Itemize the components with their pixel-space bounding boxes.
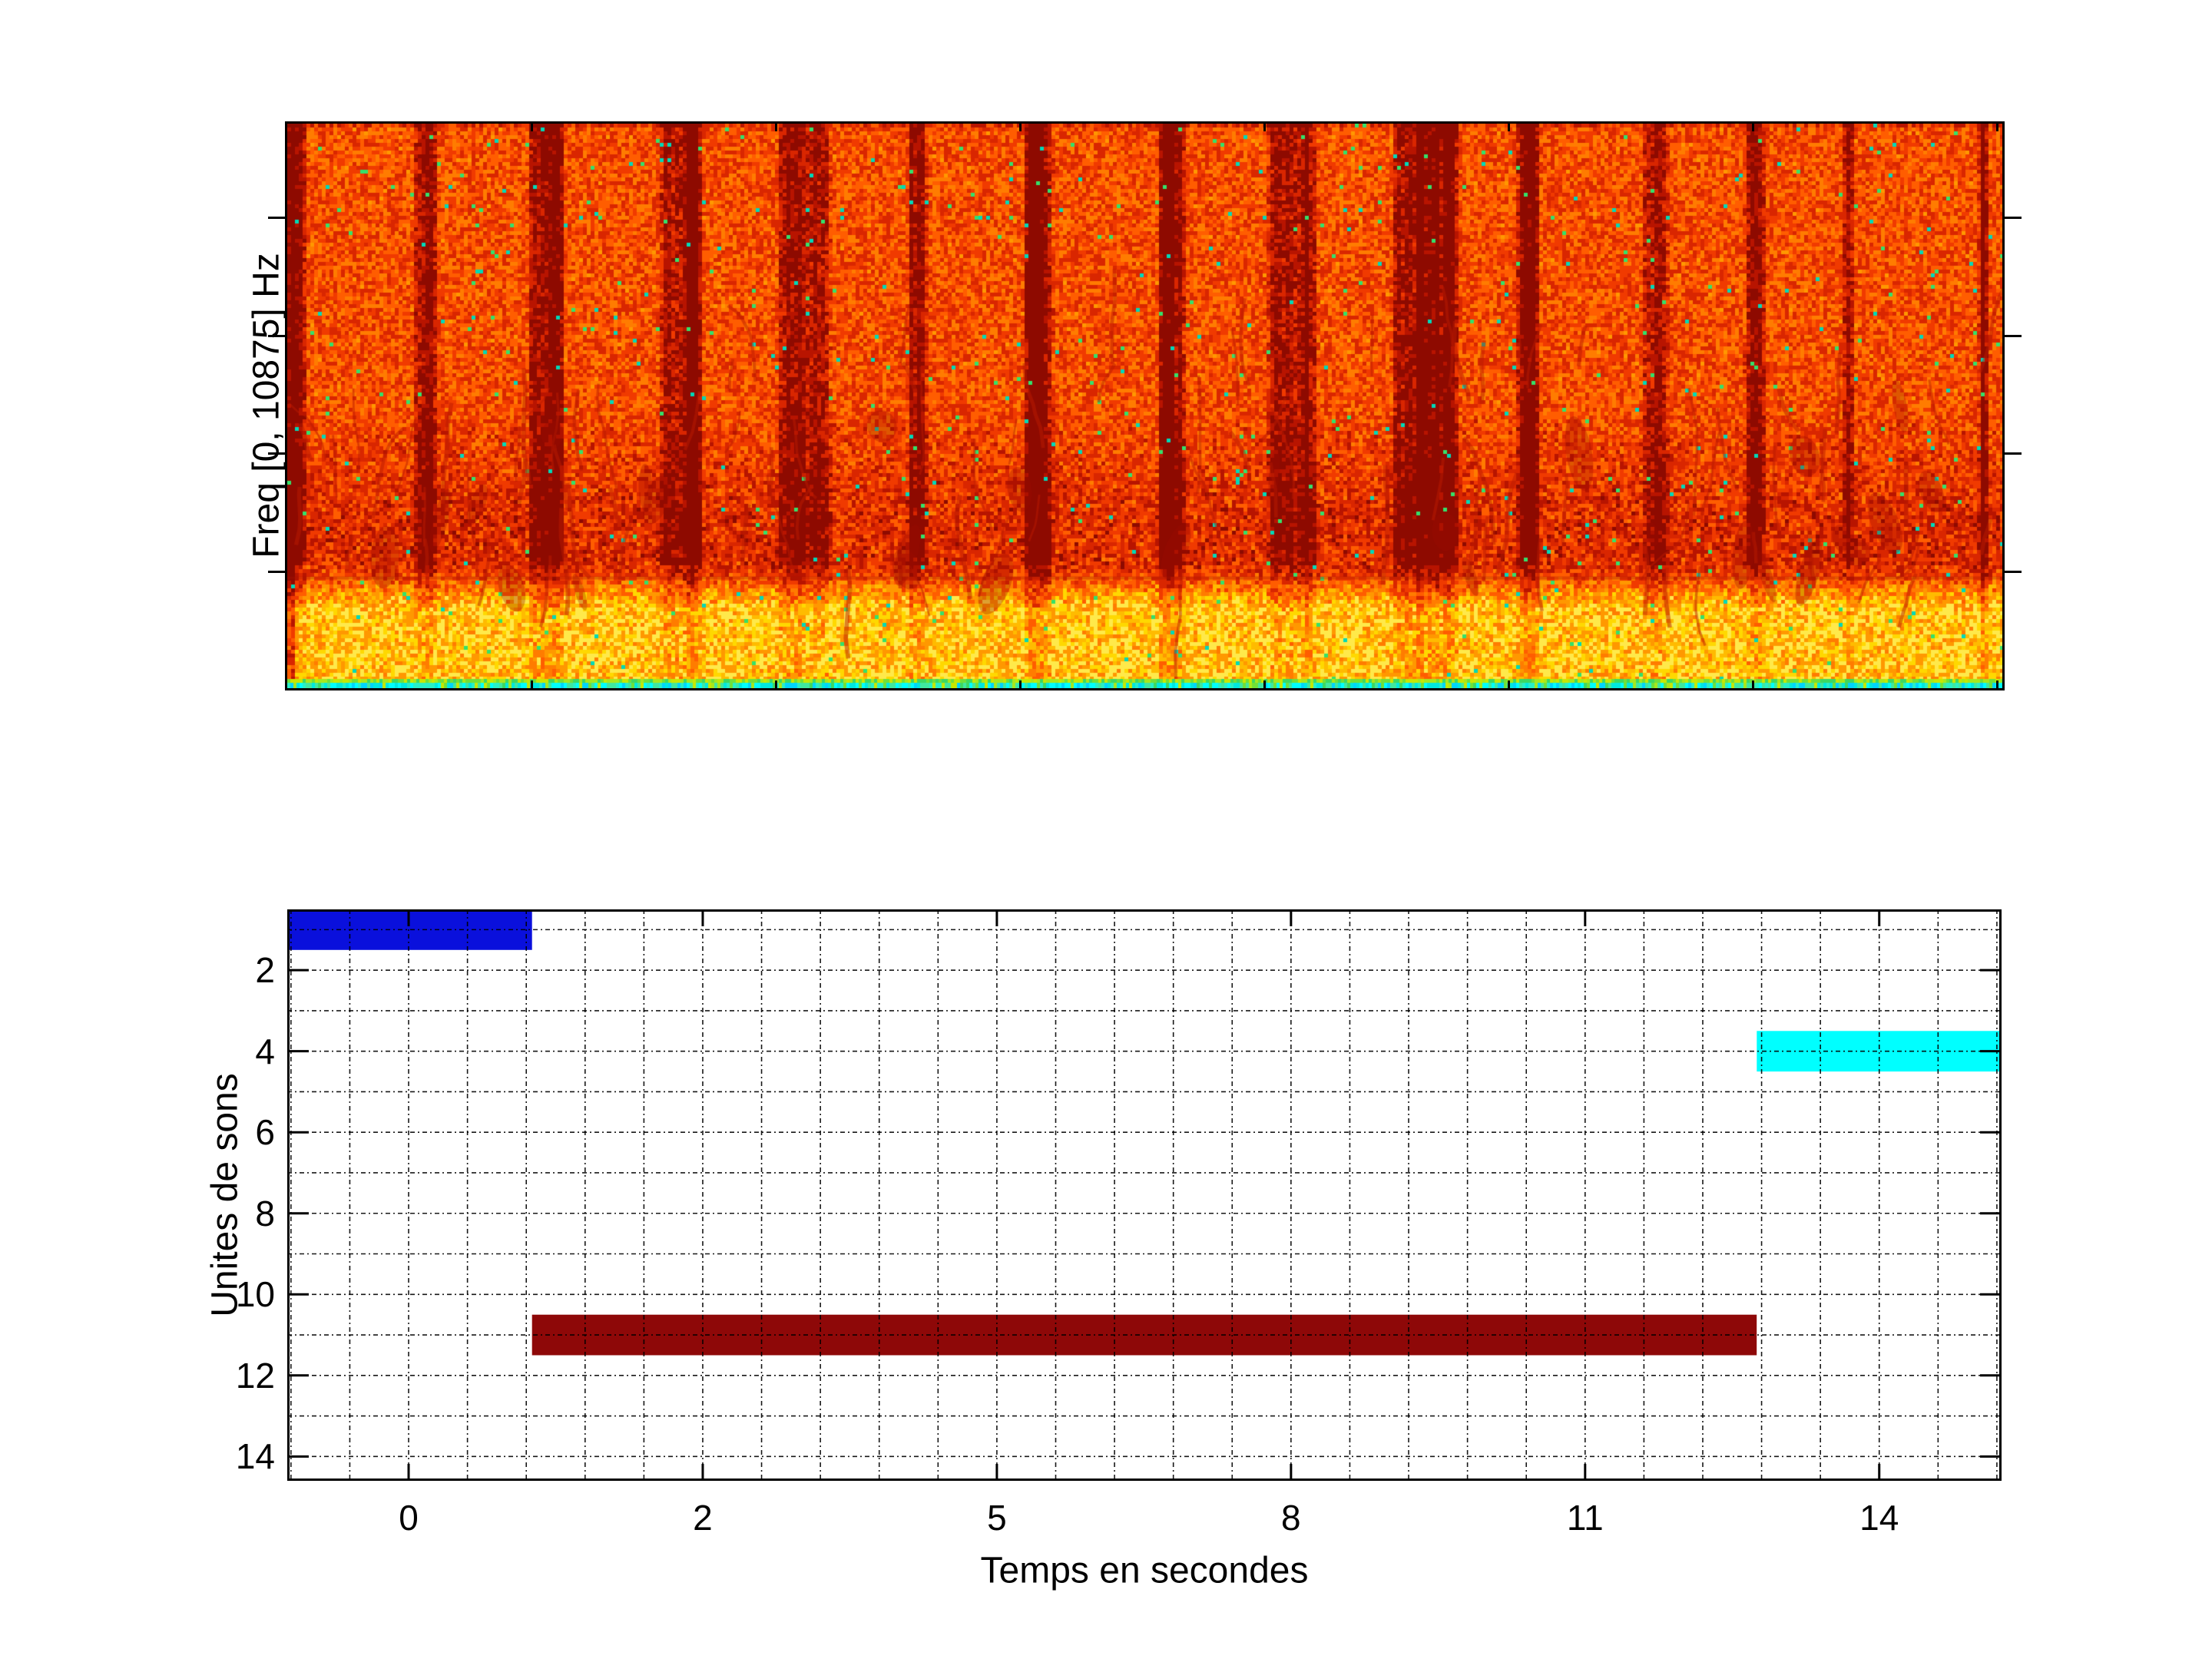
spectrogram-x-tick-top <box>1263 124 1267 131</box>
x-tick-label-14: 14 <box>1859 1498 1899 1538</box>
y-tick-label-4: 4 <box>255 1031 275 1071</box>
spectrogram-x-tick-bottom <box>775 680 778 688</box>
sound-units-plot <box>287 909 2002 1481</box>
spectrogram-y-tick-left <box>268 452 285 455</box>
spectrogram-y-tick-right <box>2005 570 2022 573</box>
x-tick-label-8: 8 <box>1281 1498 1301 1538</box>
gantt-ylabel: Unites de sons <box>204 1073 246 1317</box>
gantt-axes-box <box>287 909 2002 1481</box>
spectrogram-y-tick-left <box>268 335 285 337</box>
gantt-xlabel: Temps en secondes <box>980 1550 1309 1591</box>
sound-units-panel: 0 2 5 8 11 14 2 4 6 8 10 12 14 Temps en secondes Un… <box>0 845 2212 1659</box>
spectrogram-x-tick-bottom <box>1508 680 1511 688</box>
spectrogram-y-tick-right <box>2005 217 2022 220</box>
x-tick-label-2: 2 <box>693 1498 713 1538</box>
spectrogram-x-tick-bottom <box>1263 680 1267 688</box>
spectrogram-x-tick-top <box>1508 124 1511 131</box>
y-tick-label-12: 12 <box>235 1355 275 1396</box>
spectrogram-image <box>287 124 2002 688</box>
spectrogram-x-tick-bottom <box>1996 680 1999 688</box>
spectrogram-x-tick-bottom <box>1019 680 1022 688</box>
spectrogram-panel: Freq [0, 10875] Hz <box>246 121 2022 690</box>
spectrogram-ylabel: Freq [0, 10875] Hz <box>246 253 287 558</box>
spectrogram-y-tick-right <box>2005 335 2022 337</box>
spectrogram-x-tick-bottom <box>1752 680 1755 688</box>
spectrogram-y-tick-left <box>268 570 285 573</box>
spectrogram-x-tick-top <box>531 124 534 131</box>
y-tick-label-14: 14 <box>235 1436 275 1477</box>
y-tick-label-8: 8 <box>255 1193 275 1233</box>
spectrogram-x-tick-top <box>1752 124 1755 131</box>
spectrogram-y-tick-right <box>2005 452 2022 455</box>
y-tick-label-6: 6 <box>255 1112 275 1153</box>
x-tick-label-11: 11 <box>1566 1498 1604 1538</box>
x-tick-label-5: 5 <box>987 1498 1007 1538</box>
spectrogram-x-tick-top <box>775 124 778 131</box>
y-tick-label-10: 10 <box>235 1274 275 1315</box>
spectrogram-x-tick-top <box>1996 124 1999 131</box>
spectrogram-x-tick-top <box>1019 124 1022 131</box>
y-tick-label-2: 2 <box>255 950 275 991</box>
x-tick-label-0: 0 <box>399 1498 419 1538</box>
spectrogram-x-tick-bottom <box>531 680 534 688</box>
spectrogram-y-tick-left <box>268 217 285 220</box>
